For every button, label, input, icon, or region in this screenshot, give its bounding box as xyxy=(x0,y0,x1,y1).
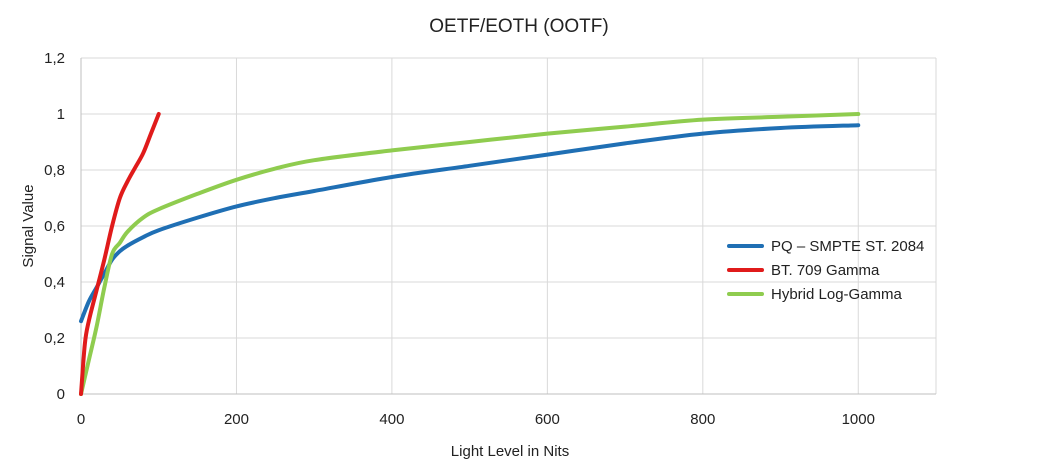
x-tick-label: 200 xyxy=(224,411,249,428)
chart-title: OETF/EOTH (OOTF) xyxy=(429,16,608,37)
grid-lines xyxy=(81,57,937,394)
y-axis-title: Signal Value xyxy=(20,184,37,267)
y-tick-label: 1,2 xyxy=(44,50,65,67)
series-line-0 xyxy=(79,123,861,324)
x-tick-label: 400 xyxy=(379,411,404,428)
y-tick-label: 0,8 xyxy=(44,162,65,179)
y-tick-label: 0,6 xyxy=(44,218,65,235)
y-tick-label: 0 xyxy=(57,386,65,403)
series-lines xyxy=(79,112,861,396)
y-tick-label: 1 xyxy=(57,106,65,123)
x-tick-label: 1000 xyxy=(842,411,875,428)
legend-label: BT. 709 Gamma xyxy=(771,262,880,279)
legend: PQ – SMPTE ST. 2084 BT. 709 Gamma Hybrid L… xyxy=(727,238,924,303)
x-tick-label: 800 xyxy=(690,411,715,428)
x-axis-title: Light Level in Nits xyxy=(451,443,569,460)
series-line-1 xyxy=(79,112,161,396)
axes xyxy=(80,58,936,395)
x-tick-label: 600 xyxy=(535,411,560,428)
y-tick-label: 0,4 xyxy=(44,274,65,291)
series-line-2 xyxy=(79,112,861,396)
legend-label: PQ – SMPTE ST. 2084 xyxy=(771,238,924,255)
x-tick-label: 0 xyxy=(77,411,85,428)
y-tick-label: 0,2 xyxy=(44,330,65,347)
legend-label: Hybrid Log-Gamma xyxy=(771,286,903,303)
tick-labels: 0 0,2 0,4 0,6 0,8 1 1,2 0 200 400 600 800 1000 xyxy=(44,50,875,428)
